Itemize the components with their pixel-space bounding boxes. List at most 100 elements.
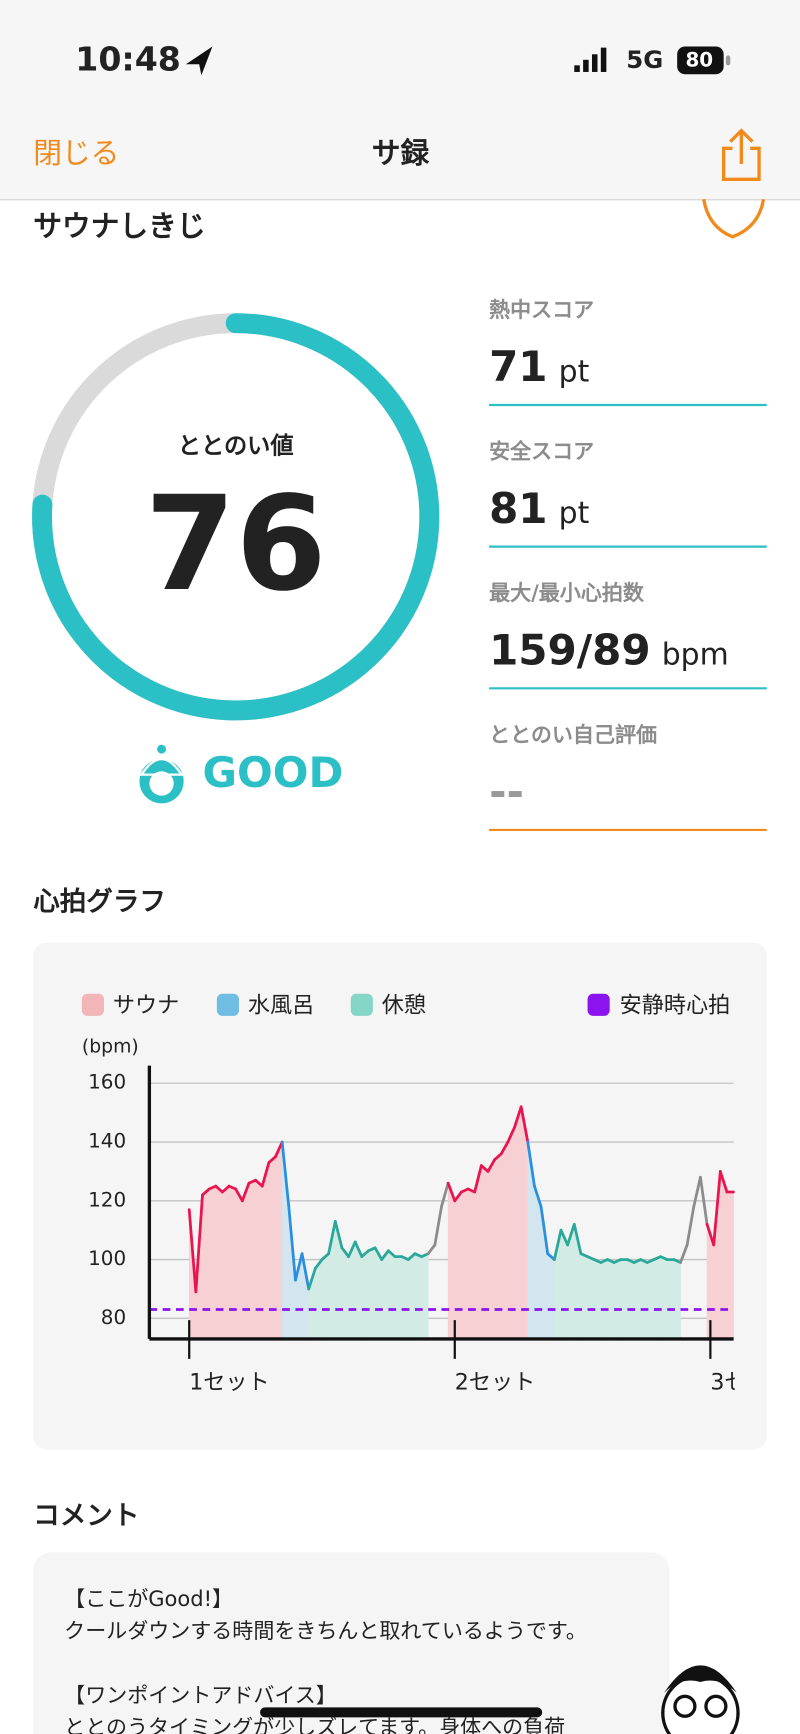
legend-label: 休憩 bbox=[382, 992, 426, 1018]
stat-label: 最大/最小心拍数 bbox=[489, 580, 645, 605]
area-segment bbox=[461, 1188, 469, 1340]
battery-level: 80 bbox=[685, 48, 713, 71]
y-axis-label: (bpm) bbox=[82, 1036, 139, 1057]
area-segment bbox=[361, 1250, 369, 1340]
chart-card bbox=[33, 942, 767, 1450]
area-segment bbox=[547, 1253, 555, 1340]
line-segment bbox=[280, 1140, 291, 1209]
network: 5G bbox=[626, 45, 663, 74]
score-label: ととのい値 bbox=[178, 433, 294, 460]
stat-value: -- bbox=[489, 767, 524, 816]
comment-title: コメント bbox=[33, 1501, 139, 1532]
area-segment bbox=[208, 1185, 217, 1340]
line-segment bbox=[493, 1152, 503, 1162]
area-segment bbox=[401, 1256, 409, 1340]
legend-label: 水風呂 bbox=[248, 992, 314, 1018]
area-segment bbox=[374, 1246, 383, 1340]
area-segment bbox=[560, 1230, 568, 1340]
area-segment bbox=[202, 1188, 210, 1340]
area-segment bbox=[600, 1259, 608, 1340]
area-segment bbox=[388, 1250, 396, 1340]
y-tick-label: 100 bbox=[88, 1247, 126, 1270]
area-segment bbox=[507, 1127, 515, 1340]
signal-icon bbox=[574, 47, 607, 72]
area-segment bbox=[368, 1247, 376, 1340]
battery-tip bbox=[725, 55, 731, 66]
area-segment bbox=[321, 1253, 329, 1340]
line-segment bbox=[327, 1219, 337, 1256]
area-segment bbox=[261, 1162, 270, 1340]
area-segment bbox=[408, 1253, 416, 1340]
line-segment bbox=[287, 1205, 297, 1282]
line-segment bbox=[453, 1190, 463, 1203]
line-segment bbox=[300, 1252, 311, 1291]
area-segment bbox=[587, 1256, 595, 1340]
battery bbox=[677, 46, 724, 75]
comment-line: 【ここがGood!】 bbox=[64, 1586, 233, 1611]
legend-swatch bbox=[587, 993, 610, 1016]
area-segment bbox=[666, 1259, 675, 1340]
area-segment bbox=[467, 1188, 475, 1340]
area-segment bbox=[640, 1259, 648, 1340]
line-segment bbox=[187, 1208, 198, 1294]
stat-value: 159/89 bbox=[489, 625, 651, 674]
line-segment bbox=[552, 1228, 563, 1261]
area-segment bbox=[242, 1183, 250, 1340]
area-segment bbox=[620, 1259, 628, 1340]
close-button[interactable]: 閉じる bbox=[33, 136, 119, 170]
legend-label: サウナ bbox=[113, 992, 179, 1018]
line-segment bbox=[201, 1187, 211, 1197]
stat-value: 71 bbox=[489, 342, 548, 391]
area-segment bbox=[726, 1191, 734, 1340]
line-segment bbox=[566, 1222, 576, 1247]
area-segment bbox=[580, 1253, 588, 1340]
line-segment bbox=[539, 1205, 550, 1256]
line-segment bbox=[559, 1228, 570, 1247]
line-segment bbox=[386, 1249, 397, 1259]
area-segment bbox=[255, 1179, 263, 1340]
area-segment bbox=[414, 1253, 422, 1340]
stat-unit: pt bbox=[559, 496, 590, 531]
area-segment bbox=[268, 1156, 276, 1340]
stat-unit: bpm bbox=[662, 638, 729, 673]
line-segment bbox=[433, 1205, 443, 1247]
area-segment bbox=[653, 1256, 661, 1340]
y-tick-label: 160 bbox=[88, 1071, 126, 1094]
line-segment bbox=[446, 1181, 457, 1203]
clock: 10:48 bbox=[75, 39, 181, 78]
area-segment bbox=[228, 1185, 236, 1340]
stat-label: ととのい自己評価 bbox=[489, 722, 657, 747]
area-segment bbox=[248, 1179, 256, 1340]
line-segment bbox=[572, 1222, 583, 1256]
area-segment bbox=[394, 1256, 402, 1340]
stat-value: 81 bbox=[489, 484, 548, 533]
line-segment bbox=[353, 1240, 364, 1259]
map-icon[interactable] bbox=[702, 198, 766, 239]
comment-line: クールダウンする時間をきちんと取れているようです。 bbox=[64, 1618, 587, 1643]
x-tick-label: 3セット bbox=[710, 1370, 790, 1396]
line-segment bbox=[685, 1205, 696, 1247]
nav-title: サ録 bbox=[372, 136, 430, 170]
line-segment bbox=[499, 1140, 510, 1156]
area-segment bbox=[514, 1106, 522, 1340]
area-segment bbox=[381, 1249, 389, 1340]
area-segment bbox=[627, 1259, 635, 1340]
stat-unit: pt bbox=[559, 354, 590, 389]
gauge-arc bbox=[32, 313, 440, 721]
legend-swatch bbox=[216, 993, 240, 1016]
line-segment bbox=[473, 1164, 483, 1194]
y-tick-label: 140 bbox=[88, 1130, 126, 1153]
area-segment bbox=[720, 1171, 728, 1340]
plot: 1セット 2セット 3セット bbox=[149, 1105, 790, 1396]
line-segment bbox=[440, 1181, 450, 1209]
home-indicator bbox=[260, 1707, 543, 1718]
area-segment bbox=[222, 1185, 230, 1340]
y-tick-label: 80 bbox=[101, 1306, 126, 1329]
line-segment bbox=[240, 1181, 251, 1203]
comment-card bbox=[33, 1552, 670, 1734]
legend-label: 安静時心拍 bbox=[620, 992, 731, 1018]
area-segment bbox=[593, 1259, 602, 1340]
line-segment bbox=[712, 1170, 722, 1247]
line-segment bbox=[260, 1161, 271, 1188]
share-button[interactable] bbox=[721, 128, 761, 181]
